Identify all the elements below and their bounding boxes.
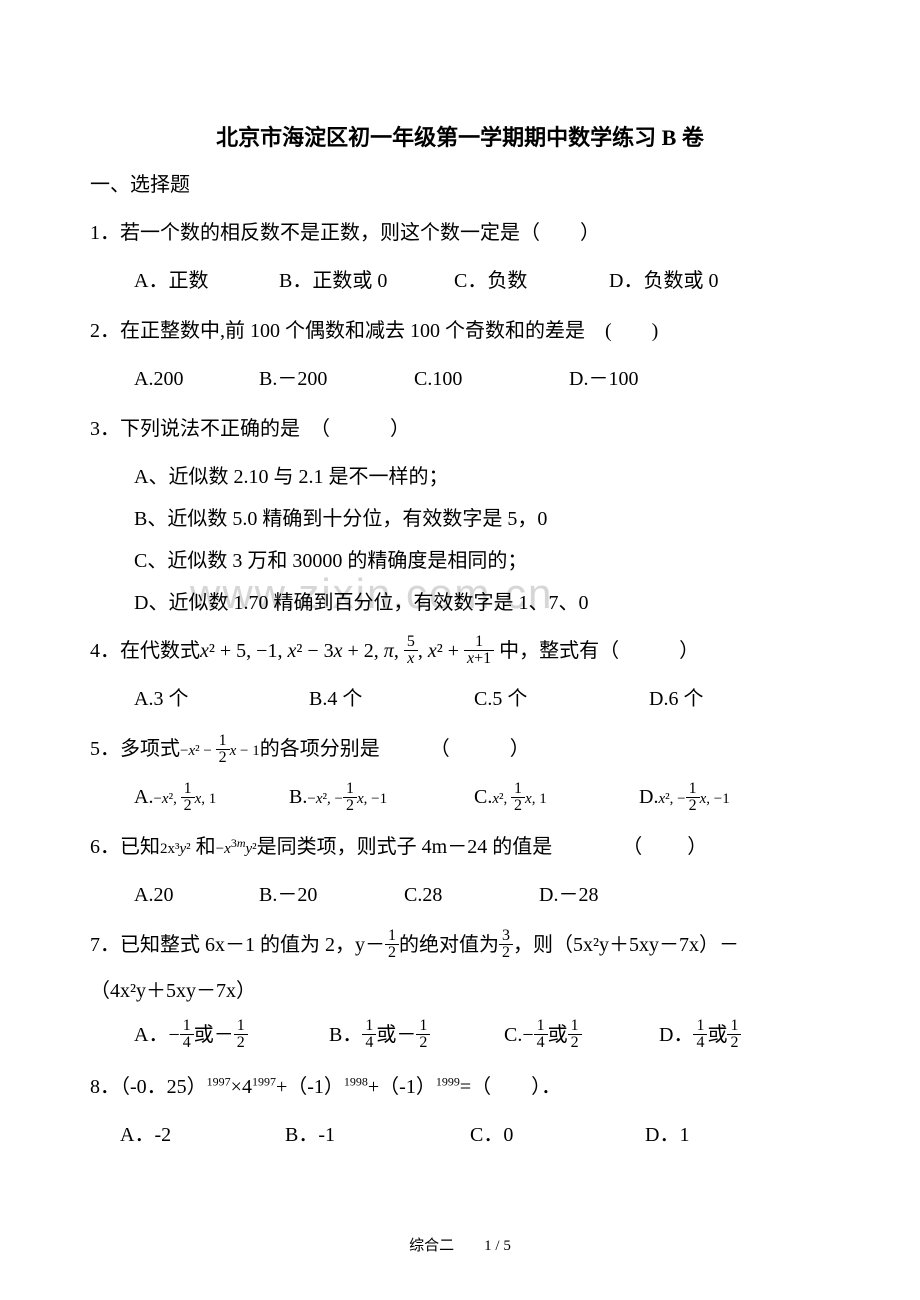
q8-B: B．-1: [285, 1115, 465, 1155]
q6-pre: 6．已知: [90, 836, 160, 858]
q4-text: 4．在代数式x² + 5, −1, x² − 3x + 2, π, 5x, x²…: [90, 629, 830, 673]
q3-B: B、近似数 5.0 精确到十分位，有效数字是 5，0: [90, 499, 830, 539]
q3-C: C、近似数 3 万和 30000 的精确度是相同的；: [90, 541, 830, 581]
q5-D: D.x², −12x, −1: [639, 786, 730, 808]
document-content: 北京市海淀区初一年级第一学期期中数学练习 B 卷 一、选择题 1．若一个数的相反…: [90, 120, 830, 1155]
q1-B: B．正数或 0: [279, 261, 449, 301]
q5-C: C.x², 12x, 1: [474, 777, 634, 817]
q7-text: 7．已知整式 6x－1 的值为 2，y－12的绝对值为32，则（5x²y＋5xy…: [90, 923, 830, 967]
q7-pre: 7．已知整式 6x－1 的值为 2，y－: [90, 934, 385, 956]
q8-e4: 1999: [436, 1074, 460, 1088]
q5-post: 的各项分别是 （ ）: [260, 738, 530, 760]
q3-A: A、近似数 2.10 与 2.1 是不一样的；: [90, 457, 830, 497]
q6-D: D.－28: [539, 884, 598, 906]
q8-e3: 1998: [344, 1074, 368, 1088]
q7-line2: （4x²y＋5xy－7x）: [90, 973, 830, 1009]
q2-C: C.100: [414, 359, 564, 399]
q8-e2: 1997: [252, 1074, 276, 1088]
q6-post: 是同类项，则式子 4m－24 的值是 （ ）: [257, 836, 708, 858]
q7-D: D．14或12: [659, 1024, 741, 1046]
q4-A: A.3 个: [134, 679, 304, 719]
q1-C: C．负数: [454, 261, 604, 301]
q7-C: C.−14或12: [504, 1015, 654, 1055]
q8-C: C．0: [470, 1115, 640, 1155]
q4-D: D.6 个: [649, 688, 703, 710]
q7-mid: 的绝对值为: [399, 934, 499, 956]
q1-D: D．负数或 0: [609, 270, 718, 292]
q4-post: 中，整式有（ ）: [499, 640, 699, 662]
q7-B: B．14或－12: [329, 1015, 499, 1055]
q8-t: 8．（-0．25）: [90, 1076, 207, 1098]
q7-A: A．−14或－12: [134, 1015, 324, 1055]
q5-options: A.−x², 12x, 1 B.−x², −12x, −1 C.x², 12x,…: [90, 777, 830, 817]
q2-A: A.200: [134, 359, 254, 399]
q5-B: B.−x², −12x, −1: [289, 777, 469, 817]
q3-D: D、近似数 1.70 精确到百分位，有效数字是 1、7、0: [90, 583, 830, 623]
q8-m3: +（-1）: [368, 1076, 436, 1098]
q2-text: 2．在正整数中,前 100 个偶数和减去 100 个奇数和的差是 ( ): [90, 309, 830, 353]
q5-A: A.−x², 12x, 1: [134, 777, 284, 817]
q6-options: A.20 B.－20 C.28 D.－28: [90, 875, 830, 915]
q1-A: A．正数: [134, 261, 274, 301]
q4-pre: 4．在代数式: [90, 640, 200, 662]
q8-options: A．-2 B．-1 C．0 D．1: [90, 1115, 830, 1155]
q1-text: 1．若一个数的相反数不是正数，则这个数一定是（ ）: [90, 211, 830, 255]
q7-post: ，则（5x²y＋5xy－7x）－: [513, 934, 739, 956]
q6-text: 6．已知2x³y² 和−x3my²是同类项，则式子 4m－24 的值是 （ ）: [90, 825, 830, 869]
q8-p: =（ ）．: [460, 1076, 561, 1098]
q6-B: B.－20: [259, 875, 399, 915]
q6-C: C.28: [404, 875, 534, 915]
q8-m1: ×4: [231, 1076, 252, 1098]
q3-text: 3．下列说法不正确的是 （ ）: [90, 407, 830, 451]
q4-B: B.4 个: [309, 679, 469, 719]
q6-A: A.20: [134, 875, 254, 915]
q4-C: C.5 个: [474, 679, 644, 719]
q5-text: 5．多项式−x² − 12x − 1的各项分别是 （ ）: [90, 727, 830, 771]
q2-B: B.－200: [259, 359, 409, 399]
q2-options: A.200 B.－200 C.100 D.－100: [90, 359, 830, 399]
q7-options: A．−14或－12 B．14或－12 C.−14或12 D．14或12: [90, 1015, 830, 1055]
q6-mid: 和: [191, 836, 216, 858]
page-title: 北京市海淀区初一年级第一学期期中数学练习 B 卷: [90, 120, 830, 152]
q8-text: 8．（-0．25）1997×41997+（-1）1998+（-1）1999=（ …: [90, 1065, 830, 1109]
page-footer: 综合二 1 / 5: [0, 1234, 920, 1255]
q8-m2: +（-1）: [276, 1076, 344, 1098]
q8-e1: 1997: [207, 1074, 231, 1088]
q5-pre: 5．多项式: [90, 738, 180, 760]
q8-A: A．-2: [120, 1115, 280, 1155]
q4-options: A.3 个 B.4 个 C.5 个 D.6 个: [90, 679, 830, 719]
q2-D: D.－100: [569, 368, 638, 390]
q8-D: D．1: [645, 1124, 689, 1146]
q1-options: A．正数 B．正数或 0 C．负数 D．负数或 0: [90, 261, 830, 301]
section-header: 一、选择题: [90, 168, 830, 197]
